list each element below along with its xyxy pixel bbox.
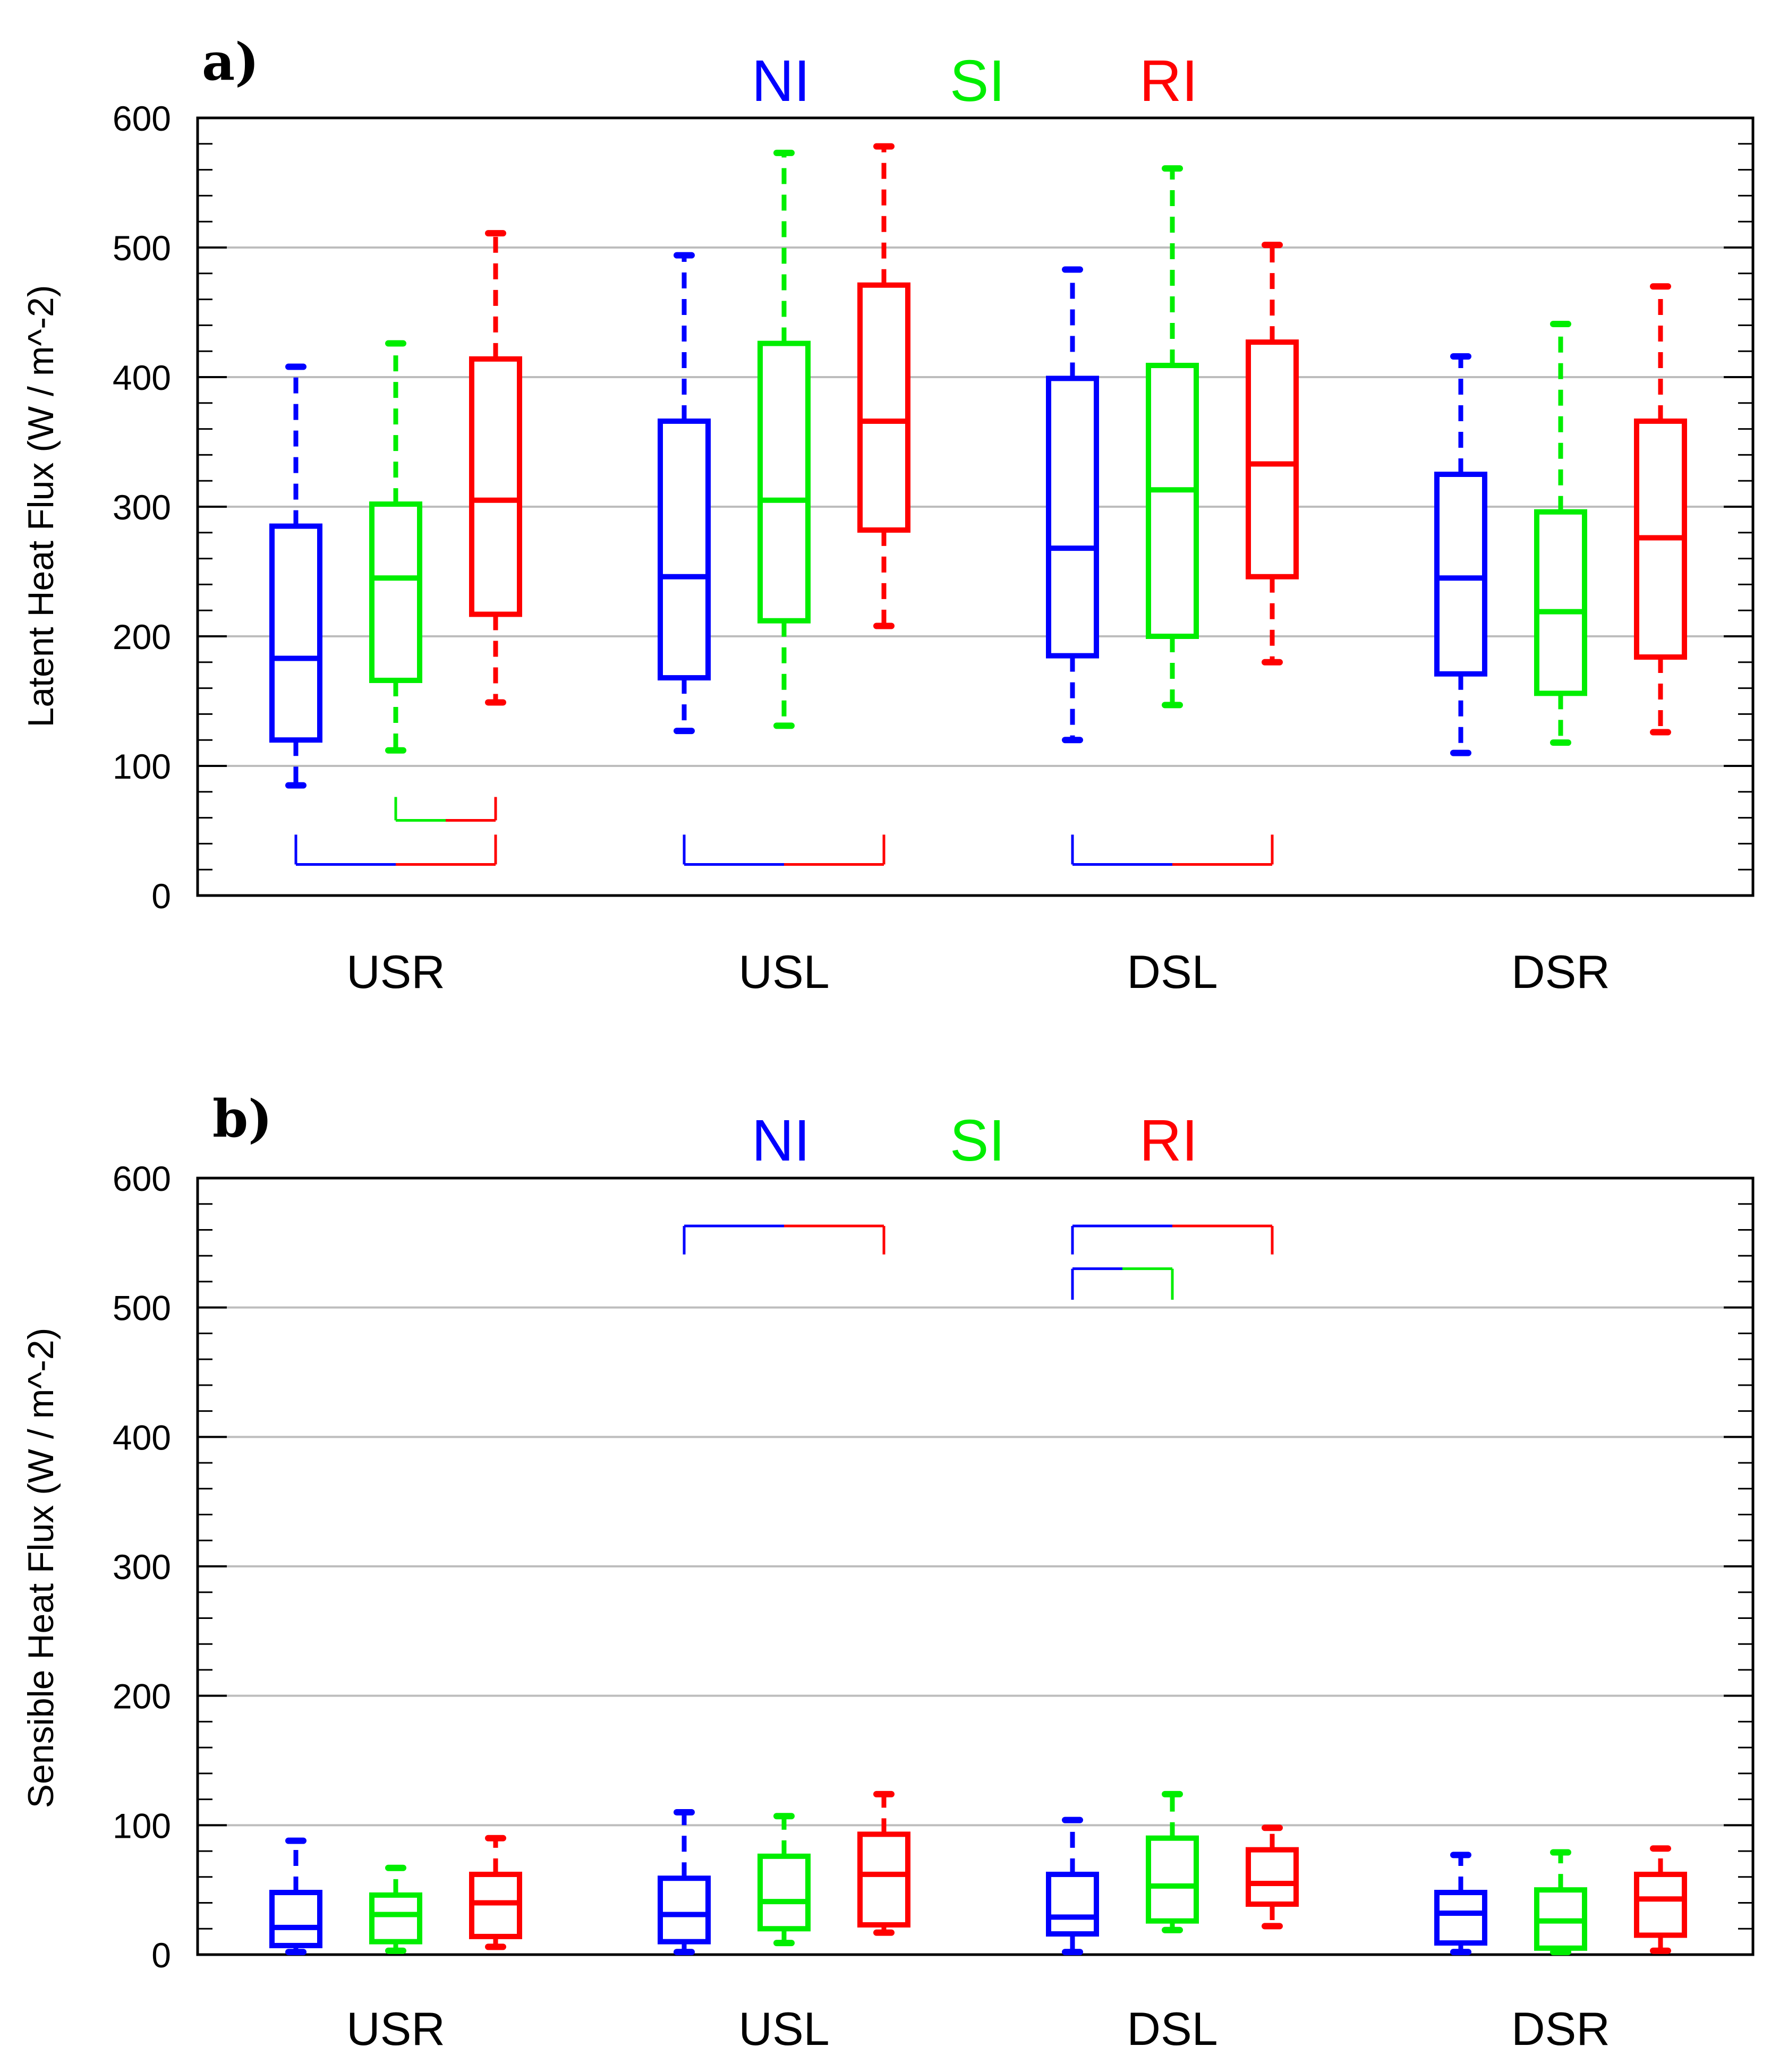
iqr-box — [857, 1831, 910, 1928]
legend-ni: NI — [752, 1108, 810, 1173]
box-ni-usr — [269, 1837, 322, 1956]
legend-si: SI — [950, 1108, 1005, 1173]
legend-ni: NI — [752, 48, 810, 114]
panel-b-sensible-heat-flux: b) NI SI RI 0 100 200 300 400 500 600 USR USL DSL… — [21, 1089, 1755, 2055]
iqr-box — [1534, 509, 1587, 696]
box-si-dsl — [1146, 165, 1199, 709]
y-tick-label: 500 — [113, 1289, 171, 1328]
y-tick-label: 200 — [113, 1677, 171, 1716]
box-ni-dsr — [1434, 353, 1487, 756]
iqr-box — [757, 1853, 811, 1932]
significance-bracket — [1071, 1267, 1174, 1300]
panel-a-latent-heat-flux: a) NI SI RI 0 100 200 300 400 500 600 USR USL DSL… — [21, 32, 1755, 998]
x-category-label: USL — [738, 945, 829, 998]
significance-bracket — [394, 797, 497, 822]
legend-ri: RI — [1139, 1108, 1198, 1173]
y-tick-label: 600 — [113, 1159, 171, 1198]
legend-ri: RI — [1139, 48, 1198, 114]
axes-frame — [196, 1176, 1755, 1956]
x-category-label: USL — [738, 2002, 829, 2055]
iqr-box — [857, 282, 910, 533]
x-category-label: DSR — [1511, 2002, 1610, 2055]
y-tick-label: 400 — [113, 358, 171, 397]
y-tick-label: 0 — [151, 876, 171, 916]
y-axis-label: Latent Heat Flux (W / m^-2) — [21, 285, 61, 728]
y-tick-label: 400 — [113, 1418, 171, 1457]
box-ri-dsr — [1634, 283, 1687, 736]
box-si-usl — [757, 1813, 811, 1947]
y-tick-label: 500 — [113, 228, 171, 268]
iqr-box — [1434, 1890, 1487, 1946]
iqr-box — [1046, 1871, 1099, 1937]
y-tick-label: 200 — [113, 617, 171, 656]
box-ri-usr — [469, 230, 522, 706]
box-ni-dsl — [1046, 266, 1099, 744]
x-category-label: USR — [346, 945, 445, 998]
y-tick-label: 0 — [151, 1935, 171, 1975]
box-ni-dsr — [1434, 1852, 1487, 1956]
box-ri-dsl — [1246, 242, 1299, 666]
significance-bracket — [1071, 1224, 1274, 1255]
box-si-usl — [757, 149, 811, 729]
significance-bracket — [683, 834, 886, 866]
x-category-label: DSL — [1127, 2002, 1217, 2055]
box-ri-usl — [857, 143, 910, 629]
iqr-box — [757, 340, 811, 624]
y-tick-label: 600 — [113, 99, 171, 138]
box-ni-usr — [269, 363, 322, 789]
significance-bracket — [683, 1224, 886, 1255]
iqr-box — [1146, 1835, 1199, 1924]
box-si-dsr — [1534, 1849, 1587, 1956]
iqr-box — [369, 501, 422, 683]
iqr-box — [1634, 1871, 1687, 1938]
box-ri-usr — [469, 1835, 522, 1950]
iqr-box — [269, 523, 322, 743]
iqr-box — [658, 418, 711, 681]
box-ni-dsl — [1046, 1817, 1099, 1956]
significance-bracket — [294, 834, 497, 866]
box-ri-dsr — [1634, 1845, 1687, 1954]
x-category-label: USR — [346, 2002, 445, 2055]
box-si-dsr — [1534, 320, 1587, 746]
y-tick-label: 100 — [113, 1806, 171, 1845]
iqr-box — [1246, 1847, 1299, 1907]
y-tick-label: 300 — [113, 1547, 171, 1587]
box-ri-dsl — [1246, 1824, 1299, 1930]
y-tick-label: 300 — [113, 488, 171, 527]
y-tick-label: 100 — [113, 747, 171, 786]
box-si-dsl — [1146, 1790, 1199, 1933]
box-si-usr — [369, 340, 422, 754]
box-si-usr — [369, 1864, 422, 1954]
x-category-label: DSL — [1127, 945, 1217, 998]
x-category-label: DSR — [1511, 945, 1610, 998]
panel-label: a) — [202, 32, 259, 92]
box-ni-usl — [658, 252, 711, 735]
iqr-box — [469, 356, 522, 617]
legend-si: SI — [950, 48, 1005, 114]
iqr-box — [1246, 339, 1299, 579]
box-ni-usl — [658, 1809, 711, 1956]
panel-label: b) — [212, 1089, 273, 1149]
iqr-box — [1046, 376, 1099, 659]
significance-bracket — [1071, 834, 1274, 866]
iqr-box — [1146, 363, 1199, 639]
plot-area: 0 100 200 300 400 500 600 USR USL DSL DSR — [113, 99, 1755, 998]
box-ri-usl — [857, 1790, 910, 1936]
iqr-box — [1434, 472, 1487, 677]
axes-frame — [196, 116, 1755, 897]
iqr-box — [658, 1875, 711, 1945]
iqr-box — [369, 1892, 422, 1945]
iqr-box — [269, 1890, 322, 1948]
plot-area: 0 100 200 300 400 500 600 USR USL DSL DSR — [113, 1159, 1755, 2055]
y-axis-label: Sensible Heat Flux (W / m^-2) — [21, 1328, 61, 1809]
